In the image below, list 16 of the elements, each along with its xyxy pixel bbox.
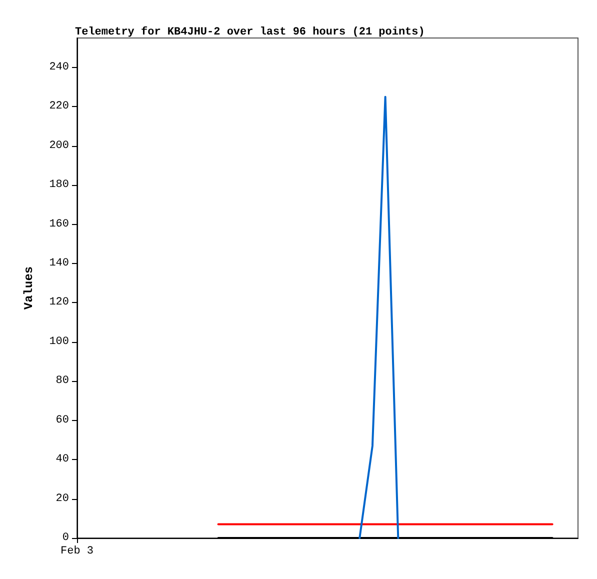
y-tick-label: 200 [49,140,69,152]
y-tick-label: 240 [49,61,69,74]
y-tick-label: 120 [49,296,69,309]
y-tick-label: 80 [56,375,69,388]
y-tick-label: 40 [56,454,69,466]
chart-title: Telemetry for KB4JHU-2 over last 96 hours (21 points) [75,26,425,38]
y-tick-label: 0 [62,532,69,544]
y-tick-label: 160 [49,218,69,230]
y-tick-label: 220 [49,100,69,113]
y-tick-label: 140 [49,257,69,270]
y-tick-label: 60 [56,414,69,426]
y-tick-label: 20 [56,492,69,505]
y-tick-label: 100 [49,336,69,348]
x-tick-label: Feb 3 [60,546,94,558]
y-axis-title: Values [22,266,36,310]
y-tick-label: 180 [49,179,69,192]
